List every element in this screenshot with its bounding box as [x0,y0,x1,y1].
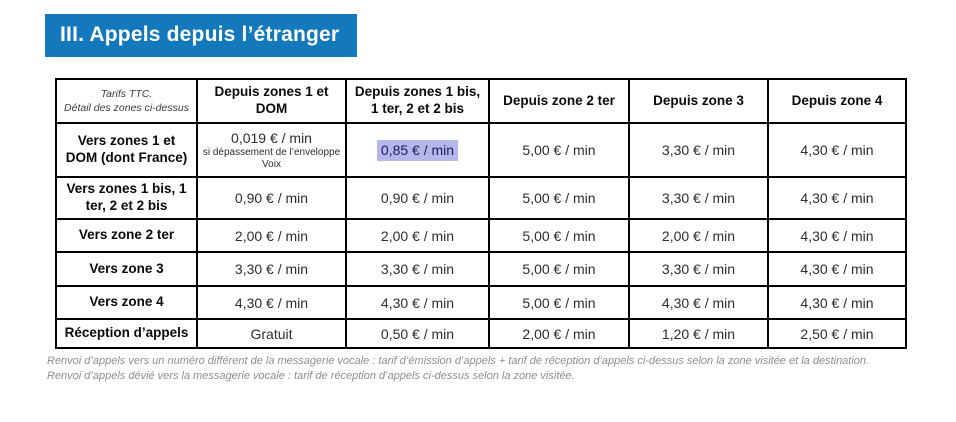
price-cell-r0-c0: 0,019 € / min si dépassement de l’envelop… [196,122,347,178]
price-cell-r2-c4: 4,30 € / min [767,218,907,253]
price-cell-r4-c0: 4,30 € / min [196,285,347,320]
price-cell-r5-c3: 1,20 € / min [628,318,769,349]
price-cell-r2-c3: 2,00 € / min [628,218,769,253]
price-cell-r5-c2: 2,00 € / min [488,318,630,349]
price-cell-r0-c4: 4,30 € / min [767,122,907,178]
price-value: 2,00 € / min [234,227,309,244]
price-value: 4,30 € / min [800,294,874,311]
table-row-1: Vers zones 1 bis, 1 ter, 2 et 2 bis 0,90 … [55,176,907,220]
price-note: si dépassement de l’enveloppe Voix [202,146,341,170]
price-value: 2,00 € / min [522,325,596,342]
price-cell-r2-c0: 2,00 € / min [196,218,347,253]
price-value: 5,00 € / min [522,261,596,277]
column-header-4: Depuis zone 4 [767,78,907,124]
corner-line-2: Détail des zones ci-dessus [64,102,189,114]
row-label-0: Vers zones 1 et DOM (dont France) [55,122,198,178]
price-cell-r4-c1: 4,30 € / min [345,285,490,320]
highlighted-price: 0,85 € / min [376,140,459,161]
price-value: 4,30 € / min [380,294,455,311]
price-cell-r3-c3: 3,30 € / min [628,251,769,287]
footnote-1: Renvoi d’appels vers un numéro différent… [47,355,870,367]
table-row-0: Vers zones 1 et DOM (dont France) 0,019 €… [55,122,907,178]
price-value: 4,30 € / min [800,190,874,206]
row-label-3: Vers zone 3 [55,251,198,287]
price-value: 5,00 € / min [522,294,596,311]
price-cell-r1-c3: 3,30 € / min [628,176,769,220]
column-header-3: Depuis zone 3 [628,78,769,124]
price-value: 0,50 € / min [380,325,455,342]
price-cell-r3-c0: 3,30 € / min [196,251,347,287]
price-value: 4,30 € / min [234,294,309,311]
price-value: 0,019 € / min [231,129,312,146]
table-row-3: Vers zone 3 3,30 € / min 3,30 € / min 5,00 … [55,251,907,287]
corner-cell: Tarifs TTC. Détail des zones ci-dessus [55,78,198,124]
tariff-table: Tarifs TTC. Détail des zones ci-dessus D… [55,78,907,349]
price-cell-r5-c1: 0,50 € / min [345,318,490,349]
price-cell-r1-c4: 4,30 € / min [767,176,907,220]
column-header-0: Depuis zones 1 et DOM [196,78,347,124]
price-value: 3,30 € / min [380,261,455,277]
price-cell-r1-c0: 0,90 € / min [196,176,347,220]
price-cell-r3-c2: 5,00 € / min [488,251,630,287]
page-title: III. Appels depuis l’étranger [60,23,340,46]
price-cell-r0-c1: 0,85 € / min [345,122,490,178]
price-value: 2,00 € / min [380,227,455,244]
price-cell-r3-c1: 3,30 € / min [345,251,490,287]
price-value: 3,30 € / min [661,261,736,277]
price-cell-r2-c2: 5,00 € / min [488,218,630,253]
price-value: 5,00 € / min [522,142,596,158]
table-row-5: Réception d’appels Gratuit 0,50 € / min 2,0… [55,318,907,349]
column-header-1: Depuis zones 1 bis, 1 ter, 2 et 2 bis [345,78,490,124]
price-value: 4,30 € / min [661,294,736,311]
table-row-2: Vers zone 2 ter 2,00 € / min 2,00 € / min 5… [55,218,907,253]
price-value: Gratuit [250,325,293,342]
footnotes: Renvoi d’appels vers un numéro différent… [47,354,927,384]
price-value: 1,20 € / min [661,325,736,342]
price-value: 5,00 € / min [522,190,596,206]
price-cell-r5-c4: 2,50 € / min [767,318,907,349]
price-value: 3,30 € / min [661,190,736,206]
price-value: 2,00 € / min [661,227,736,244]
price-value: 0,90 € / min [380,190,455,206]
row-label-4: Vers zone 4 [55,285,198,320]
row-label-1: Vers zones 1 bis, 1 ter, 2 et 2 bis [55,176,198,220]
price-value: 3,30 € / min [661,142,736,158]
price-value: 2,50 € / min [800,325,874,342]
price-value: 4,30 € / min [800,142,874,158]
price-cell-r2-c1: 2,00 € / min [345,218,490,253]
price-cell-r0-c3: 3,30 € / min [628,122,769,178]
footnote-2: Renvoi d’appels dévié vers la messagerie… [47,369,575,382]
row-label-5: Réception d’appels [55,318,198,349]
column-header-2: Depuis zone 2 ter [488,78,630,124]
header-row: Tarifs TTC. Détail des zones ci-dessus D… [55,78,907,124]
table-row-4: Vers zone 4 4,30 € / min 4,30 € / min 5,00 … [55,285,907,320]
price-cell-r4-c2: 5,00 € / min [488,285,630,320]
price-value: 5,00 € / min [522,227,596,244]
price-value: 4,30 € / min [800,261,874,277]
price-value: 4,30 € / min [800,227,874,244]
section-title-banner: III. Appels depuis l’étranger [45,14,358,57]
price-cell-r5-c0: Gratuit [196,318,347,349]
row-label-2: Vers zone 2 ter [55,218,198,253]
corner-line-1: Tarifs TTC. [100,87,153,100]
price-cell-r4-c3: 4,30 € / min [628,285,769,320]
price-cell-r3-c4: 4,30 € / min [767,251,907,287]
price-cell-r0-c2: 5,00 € / min [488,122,630,178]
table-body: Vers zones 1 et DOM (dont France) 0,019 €… [55,122,907,349]
price-cell-r1-c2: 5,00 € / min [488,176,630,220]
price-cell-r1-c1: 0,90 € / min [345,176,490,220]
price-value: 0,90 € / min [234,190,309,206]
price-cell-r4-c4: 4,30 € / min [767,285,907,320]
price-value: 3,30 € / min [234,261,309,277]
